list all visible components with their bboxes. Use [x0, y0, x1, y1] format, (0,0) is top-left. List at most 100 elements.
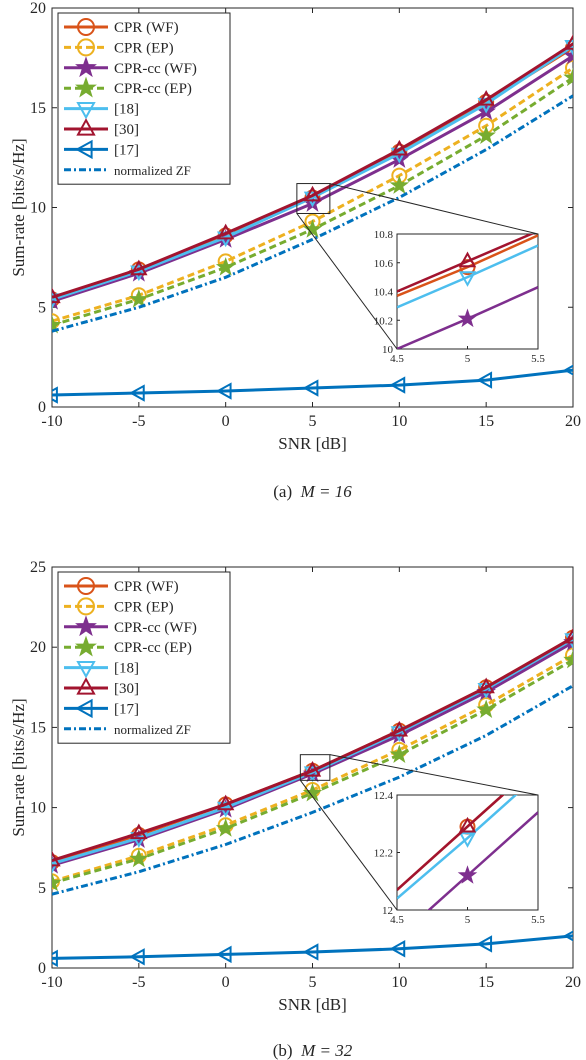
y-axis-label: Sum-rate [bits/s/Hz]	[9, 138, 28, 276]
x-tick-label: 0	[222, 413, 230, 430]
series-[30]	[52, 627, 573, 867]
data-point	[303, 185, 322, 202]
legend-label: CPR (WF)	[114, 20, 179, 36]
legend-marker	[75, 615, 97, 637]
data-point	[476, 371, 493, 389]
legend-label: CPR (WF)	[114, 579, 179, 595]
data-point	[302, 943, 319, 961]
data-point	[563, 45, 573, 65]
legend-marker	[75, 698, 93, 719]
x-tick-label: 15	[478, 974, 494, 991]
data-point	[130, 823, 148, 840]
data-point	[52, 872, 62, 892]
series-CPR-cc (EP)	[52, 649, 573, 892]
legend-label: normalized ZF	[114, 722, 191, 737]
data-point	[564, 627, 573, 644]
inset-y-tick-label: 10.8	[374, 229, 394, 241]
figure-caption: (b) M = 32	[273, 1041, 353, 1060]
data-point	[563, 364, 573, 376]
series-line	[52, 934, 573, 960]
data-point	[563, 67, 573, 87]
inset-series-line	[397, 234, 535, 293]
legend: CPR (WF) CPR (EP) CPR-cc (WF) CPR-cc (EP) [1…	[57, 12, 231, 185]
inset-series-[18]	[397, 244, 538, 309]
inset-y-tick-label: 12.4	[374, 790, 394, 802]
series-line	[52, 368, 573, 397]
legend-marker	[75, 76, 97, 98]
legend-label: CPR-cc (EP)	[114, 81, 192, 97]
data-point	[129, 384, 145, 402]
legend-marker	[75, 635, 97, 657]
zoom-box	[296, 183, 331, 214]
legend-marker	[77, 38, 95, 57]
data-point	[52, 293, 61, 310]
zoom-box	[299, 754, 331, 781]
zoom-connector	[296, 213, 398, 350]
inset-series-CPR-cc (WF)	[397, 286, 538, 349]
data-point	[476, 935, 493, 953]
data-point	[52, 850, 61, 867]
inset-series-[30]	[397, 795, 505, 891]
x-tick-label: 10	[391, 413, 407, 430]
data-point	[303, 760, 322, 777]
legend-label: [17]	[114, 142, 139, 158]
data-point	[564, 34, 573, 50]
inset-x-tick-label: 5	[465, 353, 471, 365]
y-tick-label: 10	[30, 200, 46, 217]
caption-prefix: (a)	[273, 482, 300, 501]
x-tick-label: 15	[478, 413, 494, 430]
y-tick-label: 5	[38, 299, 46, 316]
x-tick-label: 20	[565, 413, 581, 430]
legend-label: [18]	[114, 102, 139, 118]
series-normalized ZF	[52, 684, 573, 896]
inset-data-point	[458, 251, 477, 268]
data-point	[52, 386, 58, 404]
inset-y-tick-label: 12	[382, 905, 393, 917]
legend-marker	[77, 597, 95, 616]
series-[17]	[52, 930, 573, 968]
data-point	[129, 288, 149, 308]
x-tick-label: 5	[309, 974, 317, 991]
data-point	[389, 940, 406, 958]
data-point	[129, 948, 145, 966]
data-point	[303, 766, 322, 783]
x-tick-label: -10	[41, 413, 62, 430]
y-tick-label: 0	[38, 960, 46, 977]
data-point	[215, 382, 232, 400]
data-point	[389, 175, 410, 194]
series-line	[52, 42, 573, 299]
inset-series-line	[397, 244, 538, 309]
legend-marker	[76, 661, 96, 679]
inset-plot-area	[396, 233, 539, 350]
legend-label: CPR (EP)	[114, 40, 174, 56]
legend-label: [30]	[114, 681, 139, 697]
data-point	[215, 945, 232, 964]
y-tick-label: 10	[30, 800, 46, 817]
legend-label: [17]	[114, 701, 139, 717]
y-tick-label: 20	[30, 639, 46, 656]
series-line	[52, 94, 573, 333]
chart-panel-1: -10 -5 0 5 10 15 20 0 5 10 15 20 25 SNR [dB] Sum-rate …	[9, 559, 581, 1060]
caption-math: M = 16	[300, 482, 353, 501]
legend: CPR (WF) CPR (EP) CPR-cc (WF) CPR-cc (EP) [1…	[57, 571, 231, 744]
x-axis-label: SNR [dB]	[278, 434, 346, 453]
data-point	[389, 376, 406, 394]
inset-plot-area	[396, 794, 539, 911]
inset-series-CPR-cc (WF)	[427, 811, 538, 910]
x-axis-label: SNR [dB]	[278, 995, 346, 1014]
data-point	[565, 647, 573, 664]
inset-data-point	[458, 271, 477, 287]
data-point	[216, 794, 235, 811]
data-point	[130, 259, 148, 276]
data-point	[302, 379, 319, 397]
data-point	[130, 265, 148, 282]
inset-series-[18]	[397, 795, 518, 900]
inset-x-tick-label: 5.5	[531, 914, 545, 926]
inset-series-line	[397, 795, 518, 900]
inset-x-tick-label: 4.5	[390, 914, 404, 926]
data-point	[565, 629, 573, 646]
data-point	[216, 223, 235, 240]
data-point	[129, 848, 149, 868]
data-point	[52, 313, 60, 330]
y-tick-label: 0	[38, 399, 46, 416]
